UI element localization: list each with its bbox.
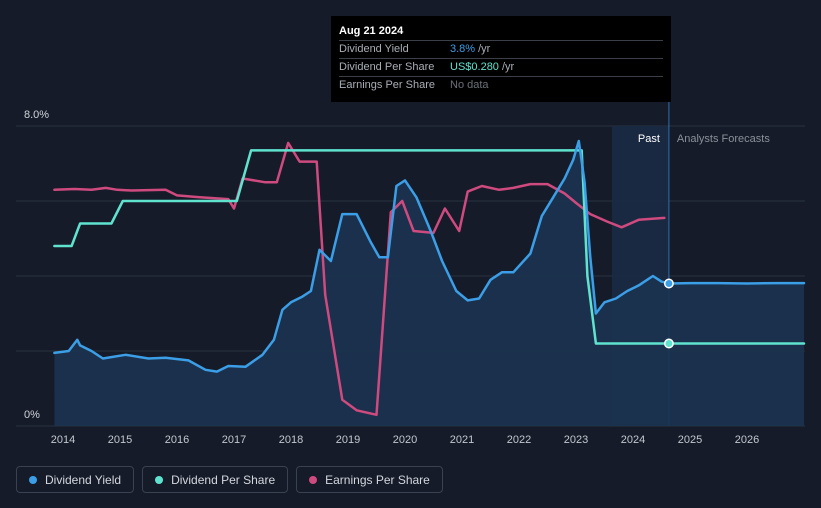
legend-label: Dividend Yield	[45, 472, 122, 487]
x-tick-label: 2019	[336, 434, 360, 446]
dividend-per-share-line	[53, 149, 806, 345]
x-tick-label: 2018	[279, 434, 303, 446]
tooltip-value: 3.8%	[450, 43, 476, 55]
earnings-per-share-dot-icon	[309, 475, 318, 484]
dividend-per-share-dot-icon	[155, 475, 164, 484]
y-label-bottom: 0%	[24, 409, 40, 421]
legend-label: Earnings Per Share	[325, 472, 430, 487]
x-tick-label: 2015	[108, 434, 132, 446]
legend-dividend-per-share[interactable]: Dividend Per Share	[142, 466, 289, 493]
dividend-yield-dot-icon	[29, 475, 37, 484]
x-tick-label: 2024	[621, 434, 645, 446]
tooltip-value: No data	[450, 79, 489, 91]
dividend-yield-line	[53, 139, 806, 373]
tooltip-label: Dividend Per Share	[339, 61, 435, 73]
hover-markers	[663, 278, 674, 349]
x-tick-label: 2026	[735, 434, 759, 446]
x-tick-label: 2014	[51, 434, 75, 446]
tooltip-date: Aug 21 2024	[339, 22, 663, 41]
tooltip: Aug 21 2024 Dividend Yield 3.8% /yr Divi…	[331, 16, 671, 102]
x-tick-label: 2016	[165, 434, 189, 446]
hover-marker	[663, 338, 674, 349]
tooltip-unit: /yr	[478, 43, 491, 55]
hover-marker	[663, 278, 674, 289]
dividend-yield-fill	[54, 141, 804, 426]
series-lines	[53, 139, 806, 417]
tooltip-row-dividend-yield: Dividend Yield 3.8% /yr	[339, 41, 663, 59]
tooltip-row-dividend-per-share: Dividend Per Share US$0.280 /yr	[339, 59, 663, 77]
x-tick-label: 2021	[450, 434, 474, 446]
x-tick-label: 2017	[222, 434, 246, 446]
x-tick-label: 2022	[507, 434, 531, 446]
earnings-per-share-line	[53, 141, 666, 417]
dividend-yield-area	[54, 141, 804, 426]
y-label-top: 8.0%	[24, 109, 49, 121]
past-label: Past	[638, 133, 660, 145]
legend-earnings-per-share[interactable]: Earnings Per Share	[296, 466, 443, 493]
axis-labels: 8.0% 0% Past Analysts Forecasts 2014 2015 2016…	[24, 109, 770, 446]
tooltip-label: Earnings Per Share	[339, 79, 435, 91]
x-tick-label: 2020	[393, 434, 417, 446]
legend-label: Dividend Per Share	[171, 472, 276, 487]
x-tick-label: 2023	[564, 434, 588, 446]
forecast-label: Analysts Forecasts	[677, 133, 770, 145]
tooltip-row-earnings-per-share: Earnings Per Share No data	[339, 77, 663, 94]
x-tick-label: 2025	[678, 434, 702, 446]
legend-dividend-yield[interactable]: Dividend Yield	[16, 466, 135, 493]
tooltip-value: US$0.280	[450, 61, 499, 73]
legend: Dividend Yield Dividend Per Share Earnin…	[16, 466, 443, 493]
tooltip-unit: /yr	[501, 61, 515, 73]
tooltip-label: Dividend Yield	[339, 43, 409, 55]
